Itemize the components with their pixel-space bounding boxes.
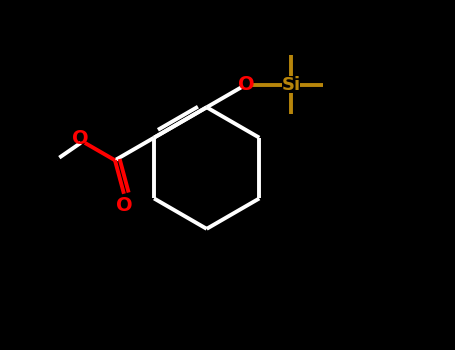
Text: Si: Si xyxy=(282,76,301,94)
Text: O: O xyxy=(238,75,254,94)
Text: O: O xyxy=(116,196,132,216)
Text: O: O xyxy=(72,129,89,148)
